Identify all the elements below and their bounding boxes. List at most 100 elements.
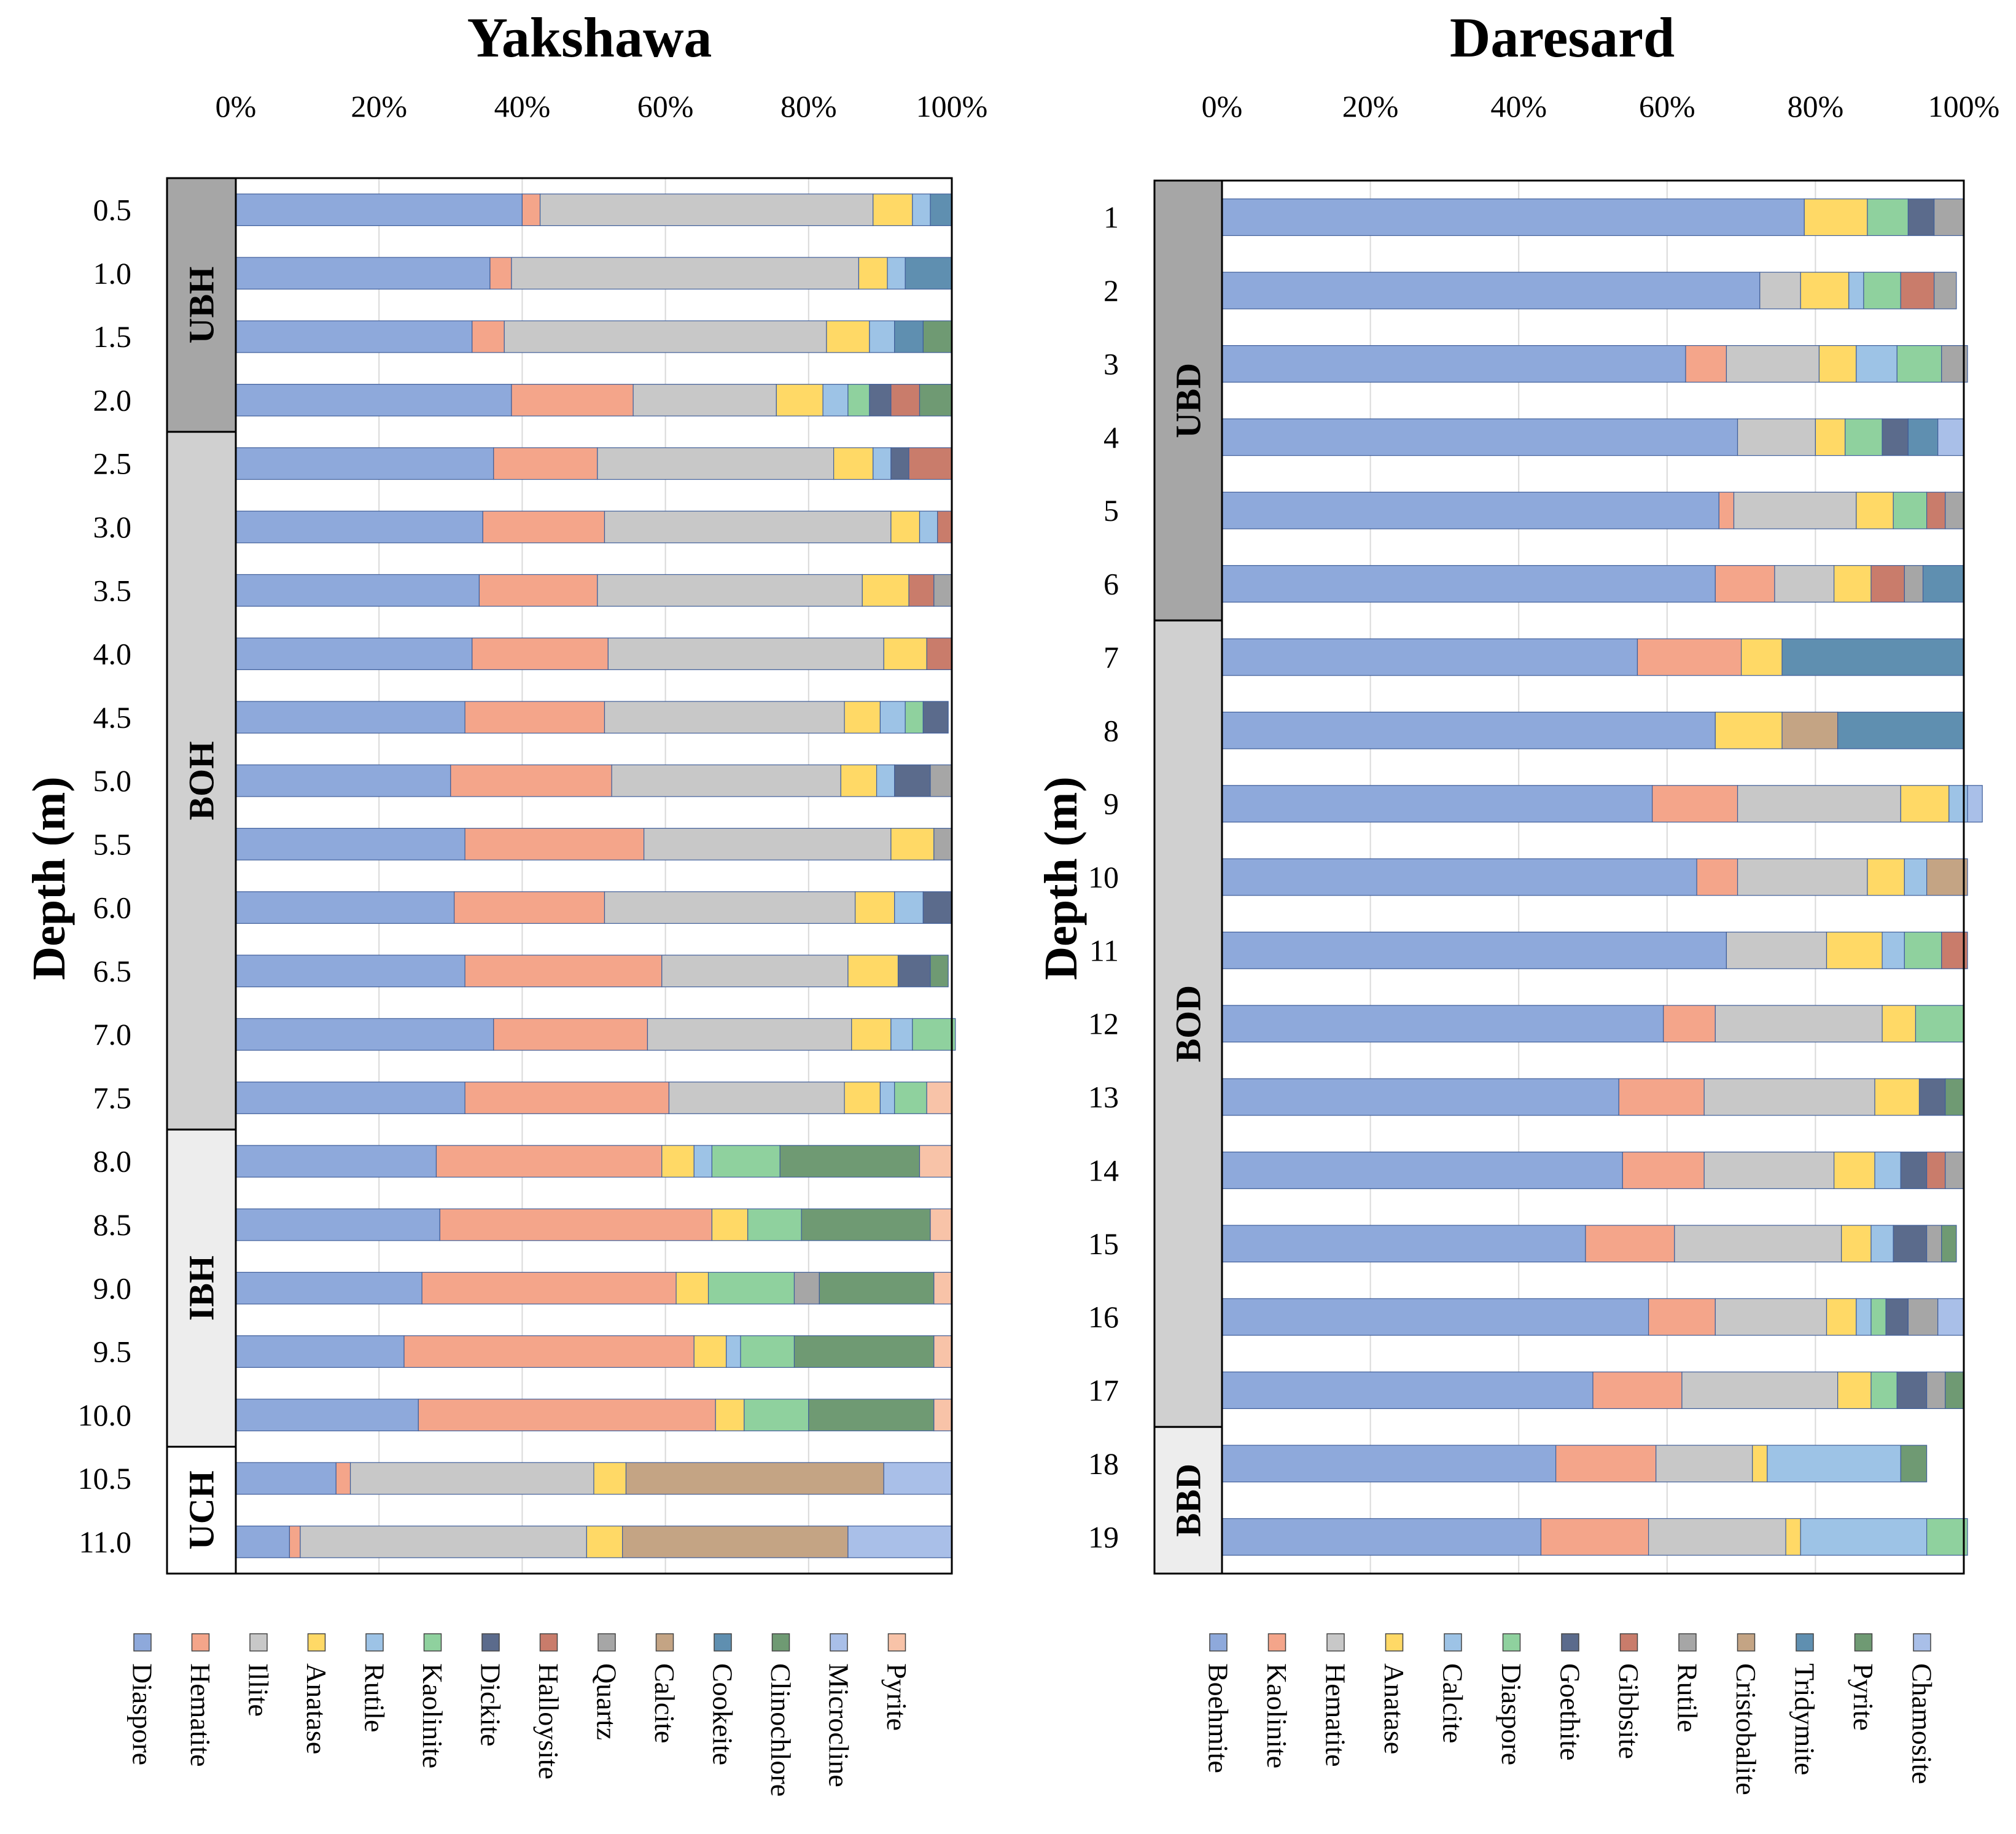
- bar-segment-hematite: [435, 1145, 663, 1178]
- bar-segment-anatase: [873, 193, 913, 227]
- bar-segment-clinochlore: [919, 384, 952, 416]
- legend-label-kaolinite: Kaolinite: [1261, 1663, 1293, 1768]
- bar-segment-hematite: [1681, 1372, 1839, 1410]
- bar-segment-illite: [604, 891, 856, 924]
- bar-segment-rutile: [1904, 565, 1924, 603]
- legend-label-cookeite: Cookeite: [707, 1663, 739, 1765]
- bar-segment-diaspore: [235, 447, 494, 480]
- zone-label-ibh: IBH: [182, 1255, 222, 1321]
- bar-segment-diaspore: [235, 1399, 419, 1432]
- bar-segment-halloysite: [908, 574, 935, 607]
- depth-tick-label: 5.5: [93, 827, 132, 861]
- bar-segment-kaolinite: [1718, 491, 1735, 529]
- bar-segment-anatase: [1874, 1078, 1920, 1116]
- bar-segment-quartz: [933, 574, 952, 607]
- legend-label-clinochlore: Clinochlore: [765, 1663, 796, 1797]
- legend-label-dickite: Dickite: [475, 1663, 507, 1746]
- zone-label-uch: UCH: [182, 1470, 222, 1550]
- bar-segment-anatase: [593, 1462, 627, 1495]
- bar-segment-boehmite: [1221, 198, 1805, 236]
- depth-tick-label: 9.0: [93, 1271, 132, 1305]
- bar-segment-pyrite: [1945, 1078, 1964, 1116]
- zone-label-ubd: UBD: [1169, 363, 1208, 438]
- legend-label-kaolinite: Kaolinite: [417, 1663, 448, 1768]
- bar-segment-hematite: [1726, 345, 1820, 383]
- depth-tick-label: 8.0: [93, 1144, 132, 1179]
- bar-segment-tridymite: [1907, 418, 1939, 456]
- legend-swatch-illite: [249, 1633, 268, 1652]
- bar-segment-hematite: [1737, 858, 1868, 896]
- bar-segment-boehmite: [1221, 1518, 1542, 1556]
- bar-segment-hematite: [1648, 1518, 1786, 1556]
- bar-segment-diaspore: [235, 510, 483, 544]
- bar-segment-hematite: [1714, 1298, 1827, 1336]
- bar-segment-anatase: [840, 764, 878, 797]
- legend-swatch-goethite: [1561, 1633, 1579, 1652]
- legend-swatch-rutile: [365, 1633, 384, 1652]
- bar-segment-kaolinite: [744, 1399, 809, 1432]
- bar-segment-anatase: [1834, 565, 1872, 603]
- legend-label-anatase: Anatase: [1379, 1663, 1410, 1754]
- bar-segment-anatase: [693, 1335, 727, 1368]
- bar-segment-diaspore: [235, 1208, 440, 1241]
- bar-segment-diaspore: [1915, 1005, 1964, 1043]
- bar-segment-hematite: [1726, 931, 1827, 969]
- legend-swatch-anatase: [307, 1633, 326, 1652]
- legend-label-boehmite: Boehmite: [1203, 1663, 1234, 1773]
- bar-segment-illite: [607, 638, 884, 670]
- bar-segment-hematite: [464, 827, 645, 860]
- legend-label-rutile: Rutile: [1672, 1663, 1703, 1732]
- bar-segment-rutile: [873, 447, 892, 480]
- bar-segment-anatase: [1818, 345, 1857, 383]
- depth-tick-label: 9: [1103, 787, 1119, 821]
- bar-segment-cookeite: [905, 257, 952, 290]
- bar-segment-anatase: [854, 891, 895, 924]
- bar-segment-pyrite: [1945, 1372, 1964, 1410]
- zone-band-bod: [1153, 619, 1223, 1428]
- bar-segment-anatase: [883, 638, 927, 670]
- bar-segment-anatase: [833, 447, 874, 480]
- bar-segment-halloysite: [908, 447, 952, 480]
- bar-segment-kaolinite: [847, 384, 870, 416]
- bar-segment-dickite: [894, 764, 931, 797]
- bar-segment-rutile: [919, 510, 938, 544]
- bar-segment-boehmite: [1221, 1005, 1664, 1043]
- bar-segment-hematite: [493, 1018, 648, 1051]
- bar-segment-anatase: [1826, 1298, 1857, 1336]
- bar-segment-anatase: [715, 1399, 745, 1432]
- bar-segment-hematite: [1733, 491, 1857, 529]
- bar-segment-boehmite: [1221, 1152, 1623, 1189]
- bar-segment-halloysite: [926, 638, 952, 670]
- bar-segment-boehmite: [1221, 565, 1716, 603]
- depth-tick-label: 5: [1103, 493, 1119, 528]
- bar-segment-clinochlore: [793, 1335, 935, 1368]
- legend-swatch-chamosite: [1913, 1633, 1931, 1652]
- bar-segment-illite: [604, 701, 845, 734]
- bar-segment-kaolinite: [1714, 565, 1775, 603]
- bar-segment-calcite: [1870, 1225, 1894, 1263]
- bar-segment-kaolinite: [1540, 1518, 1649, 1556]
- legend-swatch-rutile: [1678, 1633, 1697, 1652]
- depth-tick-label: 18: [1088, 1446, 1119, 1481]
- bar-segment-illite: [504, 320, 827, 353]
- bar-segment-anatase: [776, 384, 823, 416]
- depth-tick-label: 1.0: [93, 256, 132, 291]
- bar-segment-anatase: [586, 1525, 623, 1558]
- depth-tick-label: 8: [1103, 713, 1119, 747]
- bar-segment-illite: [604, 510, 892, 544]
- bar-segment-anatase: [844, 701, 881, 734]
- bar-segment-cookeite: [930, 193, 952, 227]
- bar-segment-anatase: [844, 1082, 881, 1114]
- bar-segment-dickite: [890, 447, 909, 480]
- bar-segment-boehmite: [1221, 785, 1653, 823]
- depth-tick-label: 7: [1103, 640, 1119, 674]
- bar-segment-tridymite: [1837, 711, 1964, 749]
- bar-segment-gibbsite: [1926, 491, 1946, 529]
- bar-segment-illite: [539, 193, 874, 227]
- bar-segment-clinochlore: [930, 954, 949, 988]
- depth-tick-label: 19: [1088, 1520, 1119, 1554]
- bar-segment-illite: [300, 1525, 587, 1558]
- bar-segment-hematite: [1737, 785, 1901, 823]
- bar-segment-boehmite: [1221, 271, 1761, 310]
- x-tick-label: 40%: [1490, 89, 1547, 123]
